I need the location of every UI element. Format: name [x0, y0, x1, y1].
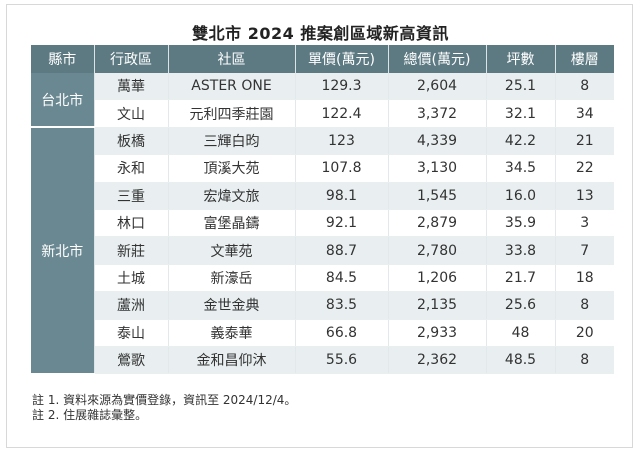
district-cell: 萬華 — [94, 73, 169, 101]
community-cell: 三輝白昀 — [168, 127, 296, 156]
floor-cell: 3 — [555, 209, 614, 238]
unit-price-cell: 55.6 — [295, 346, 389, 375]
table-row: 蘆洲 金世金典 83.5 2,135 25.6 8 — [31, 291, 614, 320]
column-header: 社區 — [168, 45, 296, 73]
unit-price-cell: 98.1 — [295, 182, 389, 210]
ping-cell: 48 — [486, 319, 556, 347]
unit-price-cell: 129.3 — [295, 73, 389, 101]
community-cell: 金世金典 — [168, 291, 296, 320]
total-price-cell: 2,604 — [388, 73, 487, 101]
floor-cell: 13 — [555, 182, 614, 210]
total-price-cell: 2,879 — [388, 209, 487, 238]
floor-cell: 34 — [555, 99, 614, 128]
floor-cell: 8 — [555, 346, 614, 375]
table-row: 文山 元利四季莊園 122.4 3,372 32.1 34 — [31, 99, 614, 128]
floor-cell: 20 — [555, 319, 614, 347]
table-row: 鶯歌 金和昌仰沐 55.6 2,362 48.5 8 — [31, 346, 614, 375]
community-cell: 頂溪大苑 — [168, 154, 296, 183]
table-row: 林口 富堡晶鑄 92.1 2,879 35.9 3 — [31, 209, 614, 238]
footnotes: 註 1. 資料來源為實價登錄，資訊至 2024/12/4。 註 2. 住展雜誌彙… — [32, 393, 296, 423]
table-row: 新北市 板橋 三輝白昀 123 4,339 42.2 21 — [31, 127, 614, 375]
table-row: 泰山 義泰華 66.8 2,933 48 20 — [31, 319, 614, 347]
floor-cell: 18 — [555, 264, 614, 293]
ping-cell: 32.1 — [486, 99, 556, 128]
column-header: 總價(萬元) — [388, 45, 487, 73]
total-price-cell: 2,362 — [388, 346, 487, 375]
table-row: 土城 新濠岳 84.5 1,206 21.7 18 — [31, 264, 614, 293]
total-price-cell: 1,545 — [388, 182, 487, 210]
ping-cell: 33.8 — [486, 236, 556, 265]
total-price-cell: 3,372 — [388, 99, 487, 128]
floor-cell: 21 — [555, 127, 614, 156]
ping-cell: 42.2 — [486, 127, 556, 156]
district-cell: 永和 — [94, 154, 169, 183]
footnote: 註 2. 住展雜誌彙整。 — [32, 408, 148, 422]
table-row: 台北市 萬華 ASTER ONE 129.3 2,604 25.1 8 — [31, 73, 614, 129]
total-price-cell: 2,780 — [388, 236, 487, 265]
district-cell: 鶯歌 — [94, 346, 169, 375]
ping-cell: 34.5 — [486, 154, 556, 183]
floor-cell: 8 — [555, 73, 614, 101]
column-header: 單價(萬元) — [295, 45, 389, 73]
community-cell: 元利四季莊園 — [168, 99, 296, 128]
district-cell: 土城 — [94, 264, 169, 293]
table-row: 三重 宏煒文旅 98.1 1,545 16.0 13 — [31, 182, 614, 210]
column-header: 樓層 — [555, 45, 614, 73]
table-title: 雙北市 2024 推案創區域新高資訊 — [192, 24, 449, 43]
column-header: 坪數 — [486, 45, 556, 73]
column-header: 縣市 — [31, 45, 95, 73]
column-header: 行政區 — [94, 45, 169, 73]
footnote: 註 1. 資料來源為實價登錄，資訊至 2024/12/4。 — [32, 393, 297, 407]
community-cell: 義泰華 — [168, 319, 296, 347]
district-cell: 林口 — [94, 209, 169, 238]
unit-price-cell: 122.4 — [295, 99, 389, 128]
district-cell: 三重 — [94, 182, 169, 210]
unit-price-cell: 83.5 — [295, 291, 389, 320]
table-row: 新莊 文華苑 88.7 2,780 33.8 7 — [31, 236, 614, 265]
unit-price-cell: 66.8 — [295, 319, 389, 347]
district-cell: 板橋 — [94, 127, 169, 156]
community-cell: ASTER ONE — [168, 73, 296, 101]
city-cell: 新北市 — [31, 127, 95, 375]
unit-price-cell: 84.5 — [295, 264, 389, 293]
district-cell: 新莊 — [94, 236, 169, 265]
ping-cell: 21.7 — [486, 264, 556, 293]
district-cell: 泰山 — [94, 319, 169, 347]
table-header-row: 縣市 行政區 社區 單價(萬元) 總價(萬元) 坪數 樓層 — [31, 45, 614, 73]
floor-cell: 7 — [555, 236, 614, 265]
ping-cell: 25.1 — [486, 73, 556, 101]
district-cell: 文山 — [94, 99, 169, 128]
ping-cell: 16.0 — [486, 182, 556, 210]
community-cell: 富堡晶鑄 — [168, 209, 296, 238]
district-cell: 蘆洲 — [94, 291, 169, 320]
total-price-cell: 3,130 — [388, 154, 487, 183]
records-table: 縣市 行政區 社區 單價(萬元) 總價(萬元) 坪數 樓層 台北市 萬華 AST… — [31, 45, 614, 375]
community-cell: 金和昌仰沐 — [168, 346, 296, 375]
floor-cell: 22 — [555, 154, 614, 183]
ping-cell: 35.9 — [486, 209, 556, 238]
floor-cell: 8 — [555, 291, 614, 320]
table-row: 永和 頂溪大苑 107.8 3,130 34.5 22 — [31, 154, 614, 183]
total-price-cell: 4,339 — [388, 127, 487, 156]
community-cell: 宏煒文旅 — [168, 182, 296, 210]
unit-price-cell: 92.1 — [295, 209, 389, 238]
total-price-cell: 1,206 — [388, 264, 487, 293]
unit-price-cell: 107.8 — [295, 154, 389, 183]
community-cell: 文華苑 — [168, 236, 296, 265]
unit-price-cell: 88.7 — [295, 236, 389, 265]
ping-cell: 25.6 — [486, 291, 556, 320]
document-frame — [6, 4, 633, 448]
city-cell: 台北市 — [31, 73, 95, 129]
community-cell: 新濠岳 — [168, 264, 296, 293]
total-price-cell: 2,933 — [388, 319, 487, 347]
unit-price-cell: 123 — [295, 127, 389, 156]
ping-cell: 48.5 — [486, 346, 556, 375]
total-price-cell: 2,135 — [388, 291, 487, 320]
